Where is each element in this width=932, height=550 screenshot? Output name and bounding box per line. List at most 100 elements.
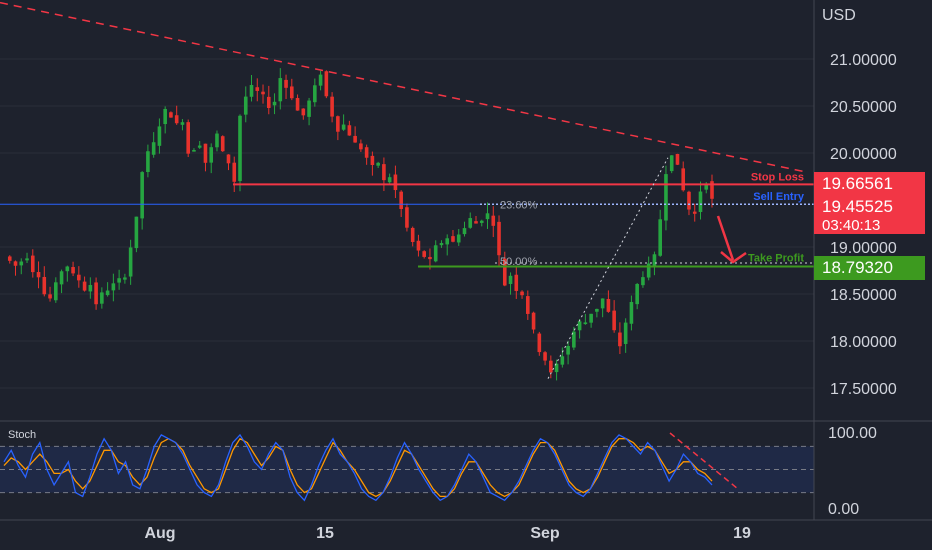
candle-body xyxy=(687,191,691,210)
candle-body xyxy=(618,332,622,347)
candle-body xyxy=(658,219,662,256)
price-tick-label: 20.00000 xyxy=(830,146,897,163)
candle-body xyxy=(215,133,219,148)
candle-body xyxy=(295,98,300,111)
candle-body xyxy=(416,240,421,251)
candles xyxy=(7,68,714,381)
stoch-trendline xyxy=(669,432,739,490)
fib-diagonal xyxy=(547,157,669,379)
candle-body xyxy=(197,145,202,148)
candle-body xyxy=(192,150,196,152)
candle-body xyxy=(508,275,513,284)
candle-body xyxy=(359,143,363,150)
candle-body xyxy=(105,290,110,296)
candle-body xyxy=(566,346,570,355)
candle-body xyxy=(128,247,133,277)
time-tick-label: Aug xyxy=(144,525,175,542)
candle-body xyxy=(422,251,426,257)
candle-body xyxy=(600,298,605,309)
sell-arrow-icon xyxy=(716,215,747,264)
candle-body xyxy=(531,312,536,330)
candle-body xyxy=(146,151,150,173)
candle-body xyxy=(77,274,81,281)
candle-body xyxy=(203,143,208,163)
price-axis[interactable]: 21.00000 20.50000 20.00000 19.00000 18.50000… xyxy=(830,52,897,398)
candle-body xyxy=(554,363,559,373)
stoch-tick-label: 100.00 xyxy=(828,425,877,442)
candle-body xyxy=(238,115,242,182)
candle-body xyxy=(462,228,467,235)
candle-body xyxy=(30,255,35,273)
candle-body xyxy=(318,74,323,86)
candle-body xyxy=(612,310,616,331)
candle-body xyxy=(307,100,311,117)
candle-body xyxy=(226,154,231,164)
candle-body xyxy=(88,285,93,292)
bar-countdown: 03:40:13 xyxy=(822,217,881,234)
candle-body xyxy=(169,112,173,118)
currency-label: USD xyxy=(822,7,856,24)
price-tick-label: 18.00000 xyxy=(830,334,897,351)
candle-body xyxy=(180,122,185,125)
candle-body xyxy=(704,183,709,190)
candle-body xyxy=(681,168,686,191)
fib-50-label: 50.00% xyxy=(500,256,538,268)
price-tick-label: 20.50000 xyxy=(830,99,897,116)
candle-body xyxy=(526,296,530,314)
candle-body xyxy=(675,153,680,165)
candle-body xyxy=(468,218,473,228)
time-axis[interactable]: Aug 15 Sep 19 xyxy=(144,525,751,542)
stoch-k-line xyxy=(3,433,713,502)
candle-body xyxy=(301,108,306,116)
candle-body xyxy=(123,277,127,280)
candle-body xyxy=(606,299,611,312)
candle-body xyxy=(370,155,375,165)
time-tick-label: Sep xyxy=(530,525,560,542)
candle-body xyxy=(629,302,634,324)
candle-body xyxy=(497,221,501,256)
stoch-axis[interactable]: 100.00 0.00 xyxy=(828,425,877,518)
take-profit-price-tag: 18.79320 xyxy=(814,256,925,280)
candle-body xyxy=(232,162,237,182)
candle-body xyxy=(42,276,47,295)
candle-body xyxy=(54,282,58,301)
candle-body xyxy=(514,274,519,291)
candle-body xyxy=(36,272,41,278)
stoch-d-line xyxy=(3,437,713,498)
candle-body xyxy=(520,291,524,296)
candle-body xyxy=(451,236,455,242)
candle-body xyxy=(341,124,346,130)
candle-body xyxy=(59,271,64,285)
candle-body xyxy=(249,85,254,97)
candle-body xyxy=(445,238,450,245)
candle-body xyxy=(364,147,369,158)
candle-body xyxy=(94,282,98,305)
candle-body xyxy=(71,267,75,274)
candle-body xyxy=(163,108,167,125)
candle-body xyxy=(393,174,398,191)
candle-body xyxy=(82,281,87,291)
candle-body xyxy=(474,221,478,224)
candle-body xyxy=(220,136,225,152)
stop-loss-price: 19.66561 xyxy=(822,174,893,193)
candle-body xyxy=(543,352,547,361)
candle-body xyxy=(330,96,334,117)
candle-body xyxy=(664,174,668,221)
candle-body xyxy=(623,322,628,344)
resistance-trendline xyxy=(0,1,806,173)
candle-body xyxy=(652,254,657,268)
stoch-tick-label: 0.00 xyxy=(828,501,859,518)
candle-body xyxy=(186,122,190,154)
candle-body xyxy=(583,322,588,325)
price-tick-label: 17.50000 xyxy=(830,381,897,398)
candle-body xyxy=(382,164,386,181)
price-tick-label: 18.50000 xyxy=(830,287,897,304)
take-profit-price: 18.79320 xyxy=(822,258,893,277)
candle-body xyxy=(410,227,415,242)
candle-body xyxy=(549,360,553,373)
candle-body xyxy=(405,207,409,228)
candle-body xyxy=(577,321,582,331)
candle-body xyxy=(19,261,24,266)
candle-body xyxy=(641,277,645,286)
